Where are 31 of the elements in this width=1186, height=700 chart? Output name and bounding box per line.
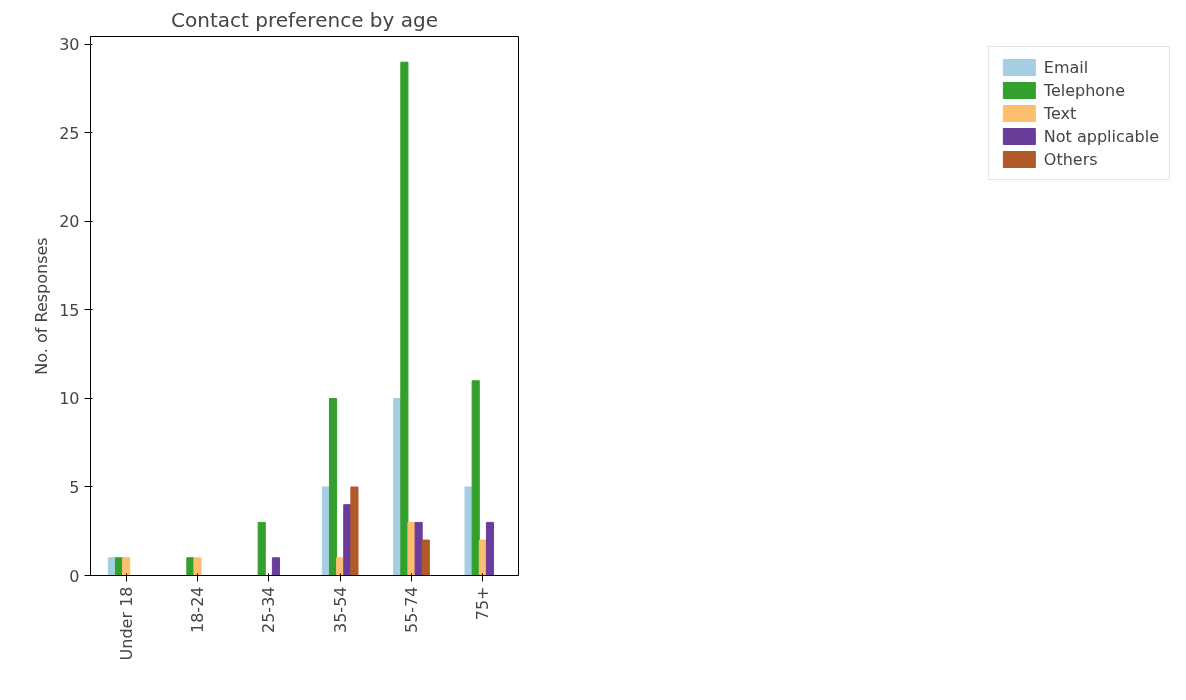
bar [400,61,409,576]
bar [328,397,338,576]
x-tick-label: 75+ [473,586,493,621]
y-axis-title: No. of Responses [32,237,52,375]
x-tick-label: 55-74 [402,586,421,633]
bar [485,521,495,576]
bar [414,521,423,576]
bar [257,521,266,576]
x-tick-label: 35-54 [330,586,350,633]
bar [421,539,430,576]
y-tick-label: 10 [59,389,80,409]
x-tick-label: Under 18 [116,586,136,661]
y-tick-label: 20 [59,212,80,232]
bar [271,557,281,576]
x-tick-label: 18-24 [188,586,207,633]
legend-label: Not applicable [1043,126,1159,146]
y-tick-label: 30 [59,35,80,55]
bar [471,380,480,576]
y-tick-label: 0 [69,566,80,586]
bar [350,486,359,576]
x-tick-label: 25-34 [259,586,279,633]
chart-title: Contact preference by age [171,7,438,32]
y-tick-label: 5 [69,477,80,497]
legend-label: Others [1043,149,1098,169]
y-tick-label: 15 [59,300,80,320]
legend-label: Text [1043,103,1077,123]
legend-label: Telephone [1043,80,1126,100]
bar [193,557,202,576]
y-tick-label: 25 [59,123,80,143]
bar [122,557,131,576]
legend-label: Email [1043,57,1089,77]
